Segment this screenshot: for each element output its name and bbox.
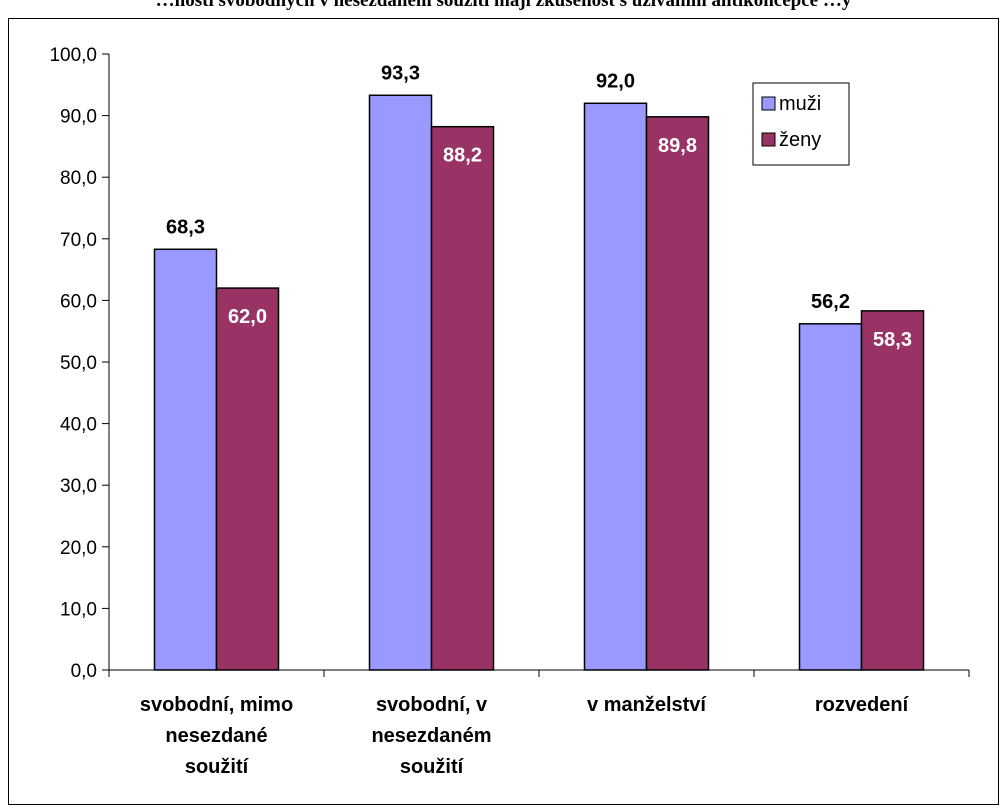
data-label-muzi: 68,3 bbox=[166, 216, 205, 238]
data-label-muzi: 56,2 bbox=[811, 291, 850, 313]
bar-zeny bbox=[860, 310, 925, 671]
bar-chart: 0,0 10,0 20,0 30,0 40,0 50,0 60,0 70,0 80,0 90,0 1… bbox=[49, 45, 970, 778]
y-tick-label: 90,0 bbox=[60, 107, 97, 128]
x-category-label-line: soužití bbox=[185, 756, 250, 778]
x-category-label-line: nesezdané bbox=[165, 725, 267, 747]
legend-label-muzi: muži bbox=[779, 93, 821, 115]
bar-muzi bbox=[153, 248, 218, 671]
bar-zeny bbox=[215, 287, 280, 671]
x-category-label-line: rozvedení bbox=[815, 694, 910, 716]
bars-layer bbox=[153, 94, 925, 671]
y-tick-label: 100,0 bbox=[49, 45, 97, 66]
chart-caption-text: …nosti svobodných v nesezdaném soužití m… bbox=[155, 0, 852, 11]
x-category-label-line: nesezdaném bbox=[371, 725, 491, 747]
x-category-label: svobodní, mimo nesezdané soužití bbox=[140, 694, 293, 778]
data-label-muzi: 92,0 bbox=[596, 70, 635, 92]
legend-swatch-zeny bbox=[761, 132, 776, 147]
data-label-zeny: 62,0 bbox=[228, 306, 267, 328]
y-tick-label: 30,0 bbox=[60, 476, 97, 497]
x-category-label-line: soužití bbox=[400, 756, 465, 778]
data-label-zeny: 89,8 bbox=[658, 135, 697, 157]
y-tick-label: 70,0 bbox=[60, 230, 97, 251]
y-tick-label: 60,0 bbox=[60, 291, 97, 312]
y-tick-label: 80,0 bbox=[60, 168, 97, 189]
chart-frame: 0,0 10,0 20,0 30,0 40,0 50,0 60,0 70,0 80,0 90,0 1… bbox=[8, 18, 999, 805]
axis-layer: 0,0 10,0 20,0 30,0 40,0 50,0 60,0 70,0 80,0 90,0 1… bbox=[49, 45, 970, 778]
bar-muzi bbox=[583, 102, 648, 671]
y-tick-label: 0,0 bbox=[71, 661, 97, 682]
x-category-label: v manželství bbox=[587, 694, 707, 716]
bar-zeny bbox=[430, 125, 495, 671]
y-tick-label: 50,0 bbox=[60, 353, 97, 374]
x-category-label: svobodní, v nesezdaném soužití bbox=[371, 694, 491, 778]
bar-muzi bbox=[798, 323, 863, 671]
labels-layer: 68,3 93,3 92,0 56,2 62,0 88,2 89,8 58,3 bbox=[166, 62, 912, 351]
y-tick-label: 10,0 bbox=[60, 599, 97, 620]
legend: muži ženy bbox=[752, 82, 850, 166]
data-label-zeny: 58,3 bbox=[873, 329, 912, 351]
y-tick-label: 20,0 bbox=[60, 538, 97, 559]
bar-muzi bbox=[368, 94, 433, 671]
x-category-label-line: v manželství bbox=[587, 694, 707, 716]
data-label-muzi: 93,3 bbox=[381, 62, 420, 84]
x-category-label-line: svobodní, mimo bbox=[140, 694, 293, 716]
x-category-label: rozvedení bbox=[815, 694, 910, 716]
chart-caption: …nosti svobodných v nesezdaném soužití m… bbox=[0, 0, 1007, 18]
x-category-label-line: svobodní, v bbox=[376, 694, 488, 716]
bar-zeny bbox=[645, 116, 710, 671]
y-tick-label: 40,0 bbox=[60, 415, 97, 436]
legend-swatch-muzi bbox=[761, 96, 776, 111]
legend-label-zeny: ženy bbox=[779, 129, 821, 151]
data-label-zeny: 88,2 bbox=[443, 145, 482, 167]
